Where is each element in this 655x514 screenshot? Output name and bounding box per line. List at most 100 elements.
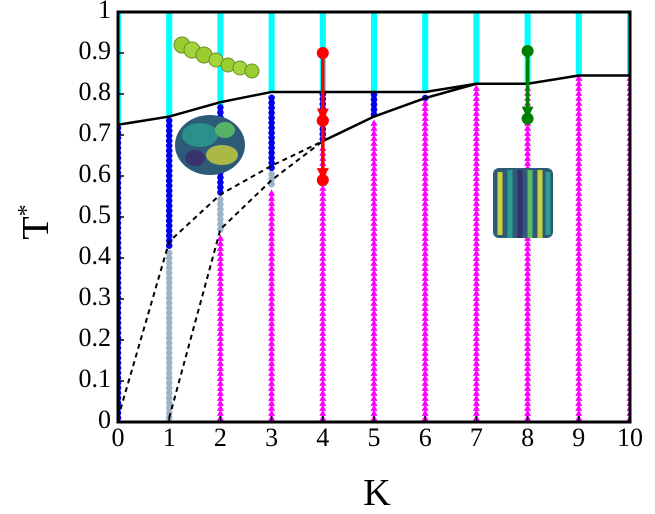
marker — [371, 16, 377, 23]
marker — [472, 389, 480, 396]
marker — [575, 12, 582, 17]
marker — [319, 204, 327, 211]
marker — [422, 16, 429, 23]
marker — [575, 134, 583, 141]
marker — [268, 36, 275, 43]
marker — [575, 30, 582, 37]
marker — [268, 304, 276, 311]
marker — [371, 31, 377, 38]
marker — [421, 174, 429, 181]
phase-boundary — [117, 140, 324, 419]
marker — [472, 209, 480, 216]
marker — [268, 299, 276, 306]
marker — [575, 264, 583, 271]
marker — [165, 344, 173, 352]
marker — [268, 26, 275, 33]
marker — [216, 354, 224, 361]
marker — [216, 404, 224, 411]
marker — [165, 182, 173, 189]
marker — [575, 60, 582, 67]
marker — [268, 274, 276, 281]
marker — [371, 41, 377, 48]
marker — [370, 154, 378, 161]
marker — [370, 144, 378, 151]
marker — [268, 269, 276, 276]
marker — [473, 28, 480, 35]
marker — [166, 31, 173, 38]
marker — [575, 55, 582, 62]
marker — [422, 86, 429, 93]
marker — [473, 53, 480, 60]
marker — [165, 349, 173, 357]
marker — [524, 389, 532, 396]
marker — [421, 344, 429, 351]
phase-band — [422, 12, 429, 93]
marker — [421, 369, 429, 376]
marker — [575, 359, 583, 366]
marker — [421, 184, 429, 191]
marker — [575, 154, 583, 161]
marker — [165, 404, 173, 412]
marker — [421, 239, 429, 246]
marker — [421, 214, 429, 221]
marker — [319, 229, 327, 236]
marker — [575, 379, 583, 386]
marker — [370, 384, 378, 391]
marker — [421, 364, 429, 371]
marker — [268, 104, 275, 112]
marker — [217, 49, 224, 56]
marker — [472, 254, 480, 261]
marker — [472, 369, 480, 376]
marker — [319, 12, 326, 18]
marker — [421, 144, 429, 151]
marker — [319, 339, 327, 346]
marker — [217, 196, 224, 203]
marker — [370, 269, 378, 276]
marker — [165, 269, 173, 277]
marker — [422, 71, 429, 78]
marker — [575, 249, 583, 256]
marker — [268, 259, 276, 266]
marker — [473, 58, 480, 65]
marker — [370, 339, 378, 346]
marker — [217, 12, 224, 16]
marker — [524, 154, 532, 161]
marker — [472, 349, 480, 356]
marker — [473, 68, 480, 75]
marker — [421, 404, 429, 411]
marker — [370, 124, 378, 131]
marker — [370, 184, 378, 191]
x-axis-label: K — [363, 472, 391, 514]
marker — [319, 189, 327, 196]
marker — [370, 279, 378, 286]
marker — [524, 279, 532, 286]
marker — [319, 194, 327, 201]
marker — [268, 170, 275, 178]
marker — [472, 199, 480, 206]
marker — [575, 104, 583, 111]
marker — [268, 139, 275, 147]
marker — [319, 354, 327, 361]
y-tick-label: 0.6 — [79, 159, 112, 188]
marker — [165, 137, 173, 144]
marker — [575, 99, 583, 106]
marker — [319, 319, 327, 326]
marker — [575, 354, 583, 361]
marker — [319, 359, 327, 366]
marker — [268, 134, 275, 142]
marker — [370, 284, 378, 291]
marker — [319, 249, 327, 256]
marker — [524, 364, 532, 371]
marker — [421, 379, 429, 386]
marker — [421, 359, 429, 366]
marker — [524, 274, 532, 281]
marker — [524, 18, 531, 25]
marker — [575, 199, 583, 206]
marker — [575, 169, 583, 176]
marker — [472, 339, 480, 346]
marker — [524, 299, 532, 306]
phase-boundary — [322, 82, 477, 143]
marker — [422, 46, 429, 53]
marker — [268, 394, 276, 401]
x-tick-label: 4 — [316, 423, 329, 452]
